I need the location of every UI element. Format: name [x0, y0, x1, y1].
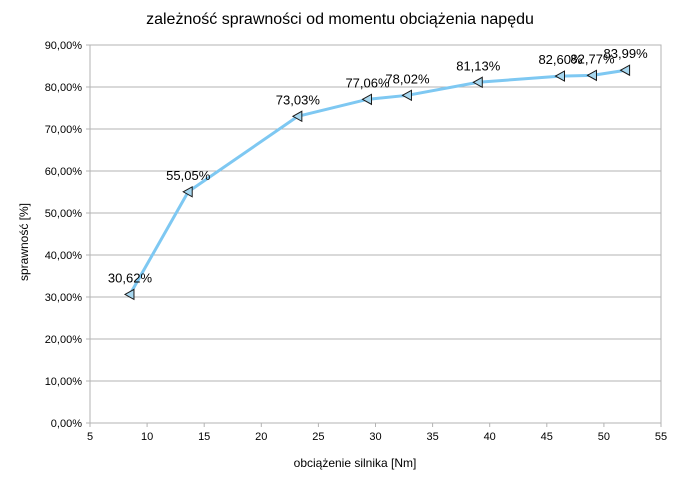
x-tick-label: 40	[484, 431, 496, 443]
x-tick-label: 20	[255, 431, 267, 443]
data-point	[291, 110, 303, 123]
x-tick-label: 55	[655, 431, 667, 443]
data-point	[123, 288, 135, 301]
data-label: 82,77%	[570, 51, 615, 66]
y-axis-label: sprawność [%]	[17, 203, 31, 281]
data-point	[401, 89, 412, 102]
y-axis: 0,00% 10,00% 20,00% 30,00% 40,00% 50,00% 60,00…	[45, 40, 90, 430]
y-tick-label: 80,00%	[45, 82, 83, 94]
y-tick-label: 30,00%	[45, 292, 83, 304]
data-point	[554, 70, 566, 82]
data-label: 73,03%	[276, 92, 321, 107]
data-point	[619, 64, 631, 77]
data-series	[123, 64, 631, 301]
data-point	[182, 185, 193, 198]
data-label: 55,05%	[166, 168, 211, 183]
data-label: 77,06%	[345, 75, 390, 90]
data-label: 81,13%	[456, 58, 501, 73]
data-label: 78,02%	[385, 71, 430, 86]
x-tick-label: 45	[541, 431, 553, 443]
plot-area	[89, 44, 662, 424]
data-point	[586, 69, 597, 82]
x-tick-label: 30	[369, 431, 381, 443]
y-tick-label: 10,00%	[45, 376, 83, 388]
x-tick-label: 25	[312, 431, 324, 443]
y-tick-label: 90,00%	[45, 40, 83, 52]
x-axis: 5 10 15 20 25 30 35 40 45 50 55	[87, 423, 667, 443]
data-point	[361, 93, 373, 106]
data-label: 30,62%	[108, 270, 153, 285]
y-tick-label: 60,00%	[45, 166, 83, 178]
gridlines	[90, 44, 661, 424]
x-tick-label: 5	[87, 431, 93, 443]
x-tick-label: 10	[141, 431, 153, 443]
y-tick-label: 40,00%	[45, 250, 83, 262]
y-tick-label: 20,00%	[45, 334, 83, 346]
x-axis-label: obciążenie silnika [Nm]	[294, 456, 417, 470]
data-label: 82,60%	[538, 52, 583, 67]
x-tick-label: 15	[198, 431, 210, 443]
x-tick-label: 50	[598, 431, 610, 443]
chart-title: zależność sprawności od momentu obciążen…	[146, 11, 534, 28]
y-tick-label: 50,00%	[45, 208, 83, 220]
data-labels: 30,62% 55,05% 73,03% 77,06%78,02% 81,13% 82,6…	[108, 46, 648, 285]
y-tick-label: 70,00%	[45, 124, 83, 136]
data-label: 83,99%	[604, 46, 649, 61]
x-tick-label: 35	[426, 431, 438, 443]
y-tick-label: 0,00%	[51, 418, 82, 430]
data-point	[472, 76, 483, 89]
